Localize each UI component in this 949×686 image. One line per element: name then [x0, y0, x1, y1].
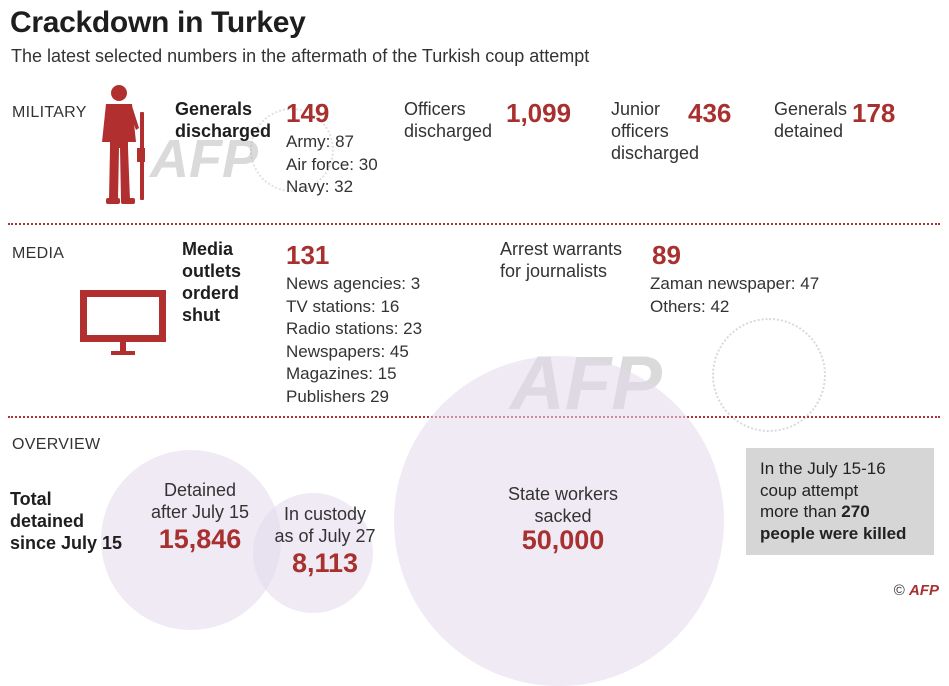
- afp-logo: AFP: [909, 582, 939, 599]
- credit: © AFP: [894, 582, 939, 599]
- breakdown-item: Publishers 29: [286, 386, 390, 406]
- officers-discharged-value: 1,099: [506, 98, 572, 128]
- watermark-top: AFP: [150, 129, 258, 189]
- watermark-globe-middle: [712, 318, 826, 432]
- in-custody-value: 8,113: [291, 548, 359, 578]
- breakdown-item: Newspapers: 45: [286, 341, 409, 361]
- generals-discharged-breakdown: Army: 87 Air force: 30 Navy: 32: [286, 131, 378, 199]
- officers-discharged-label: Officers discharged: [404, 99, 493, 141]
- breakdown-item: Magazines: 15: [286, 364, 397, 383]
- killed-info-box: In the July 15-16 coup attempt more than…: [746, 448, 934, 555]
- copyright-symbol: ©: [893, 582, 905, 599]
- generals-discharged-value: 149: [286, 98, 330, 128]
- junior-officers-discharged-value: 436: [688, 98, 732, 128]
- breakdown-item: Navy: 32: [286, 177, 354, 196]
- breakdown-item: Zaman newspaper: 47: [650, 274, 820, 293]
- breakdown-item: Others: 42: [650, 296, 730, 316]
- military-section-label: MILITARY: [12, 104, 87, 121]
- breakdown-item: TV stations: 16: [286, 296, 400, 316]
- breakdown-item: News agencies: 3: [286, 274, 421, 293]
- breakdown-item: Radio stations: 23: [286, 319, 423, 338]
- page-title: Crackdown in Turkey: [10, 6, 306, 39]
- detained-after-circle: [101, 450, 281, 630]
- generals-discharged-label: Generals discharged: [175, 99, 272, 141]
- detained-after-value: 15,846: [158, 524, 242, 554]
- generals-detained-value: 178: [852, 98, 896, 128]
- state-workers-value: 50,000: [521, 525, 605, 555]
- arrest-warrants-breakdown: Zaman newspaper: 47 Others: 42: [650, 273, 819, 318]
- arrest-warrants-label: Arrest warrants for journalists: [500, 239, 623, 281]
- total-detained-label: Total detained since July 15: [10, 489, 123, 553]
- in-custody-label: In custody as of July 27: [274, 504, 376, 546]
- breakdown-item: Air force: 30: [286, 154, 378, 174]
- page-subtitle: The latest selected numbers in the after…: [11, 46, 590, 66]
- generals-detained-label: Generals detained: [774, 99, 848, 141]
- media-outlets-shut-value: 131: [286, 240, 330, 270]
- soldier-icon: [92, 84, 154, 208]
- arrest-warrants-value: 89: [652, 240, 681, 270]
- overview-section-label: OVERVIEW: [12, 436, 101, 453]
- state-workers-label: State workers sacked: [507, 484, 619, 526]
- detained-after-label: Detained after July 15: [150, 480, 250, 522]
- media-outlets-breakdown: News agencies: 3 TV stations: 16 Radio s…: [286, 273, 422, 408]
- media-section-label: MEDIA: [12, 245, 65, 262]
- junior-officers-discharged-label: Junior officers discharged: [611, 99, 700, 163]
- breakdown-item: Army: 87: [286, 132, 355, 151]
- in-custody-circle: [253, 493, 373, 613]
- media-outlets-shut-label: Media outlets orderd shut: [182, 239, 242, 325]
- tv-icon: [78, 288, 168, 358]
- divider-military-media: [8, 223, 940, 225]
- watermark-globe-top: [250, 108, 334, 192]
